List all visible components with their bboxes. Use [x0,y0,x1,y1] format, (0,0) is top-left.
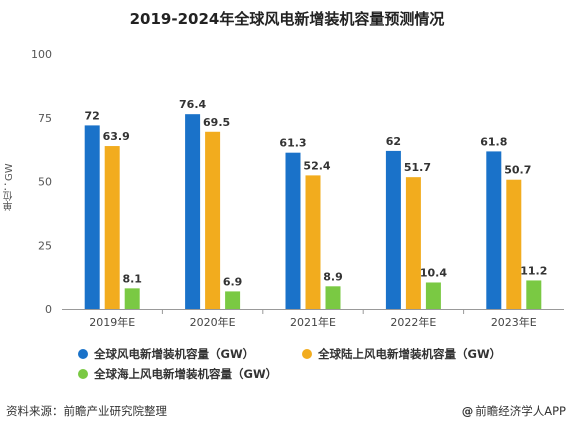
legend-item-total: 全球风电新增装机容量（GW） [78,346,254,362]
legend-label-total: 全球风电新增装机容量（GW） [94,347,255,361]
legend-item-onshore: 全球陆上风电新增装机容量（GW） [302,346,501,362]
data-label: 8.9 [323,270,343,283]
data-label: 8.1 [122,272,142,285]
data-label: 63.9 [103,130,130,143]
source-note: 资料来源：前瞻产业研究院整理 [6,404,167,418]
y-tick-label: 25 [38,239,52,252]
y-tick-label: 75 [38,112,52,125]
legend-swatch-offshore [78,369,88,379]
data-label: 10.4 [420,266,447,279]
data-label: 11.2 [520,264,547,277]
brand-name: 前瞻经济学人APP [475,404,566,418]
y-tick-label: 50 [38,176,52,189]
bar [486,151,502,309]
data-label: 6.9 [223,275,243,288]
data-label: 51.7 [404,161,431,174]
legend-swatch-onshore [302,349,312,359]
x-tick-label: 2019年E [89,315,135,329]
y-tick-label: 0 [45,303,52,316]
bar [124,288,140,309]
data-label: 50.7 [504,164,531,177]
bar [425,282,441,309]
brand-credit: @ 前瞻经济学人APP [462,403,566,419]
data-label: 61.3 [279,137,306,150]
data-label: 76.4 [179,98,206,111]
bar [205,131,221,309]
x-tick-label: 2021年E [290,315,336,329]
bar [84,125,100,310]
x-tick-label: 2022年E [390,315,436,329]
bar [405,177,421,309]
bar [225,291,241,309]
chart-title: 2019-2024年全球风电新增装机容量预测情况 [129,10,445,28]
data-label: 52.4 [303,159,330,172]
legend-label-onshore: 全球陆上风电新增装机容量（GW） [318,347,502,361]
brand-at-icon: @ [461,404,474,418]
bar [285,152,301,309]
bar [325,286,341,309]
legend-swatch-total [78,349,88,359]
data-label: 72 [85,109,100,122]
x-tick-label: 2023年E [491,315,537,329]
data-label: 62 [386,135,401,148]
bar [526,280,542,309]
y-tick-label: 100 [31,48,52,61]
data-label: 69.5 [203,116,230,129]
data-label: 61.8 [480,135,507,148]
x-tick-label: 2020年E [190,315,236,329]
bar [104,146,120,309]
bar [506,179,522,309]
bar [185,114,201,310]
y-axis-label: 单位：GW [4,163,15,211]
legend-item-offshore: 全球海上风电新增装机容量（GW） [78,366,277,382]
bar [385,150,401,309]
legend-label-offshore: 全球海上风电新增装机容量（GW） [94,367,278,381]
bar [305,175,321,309]
